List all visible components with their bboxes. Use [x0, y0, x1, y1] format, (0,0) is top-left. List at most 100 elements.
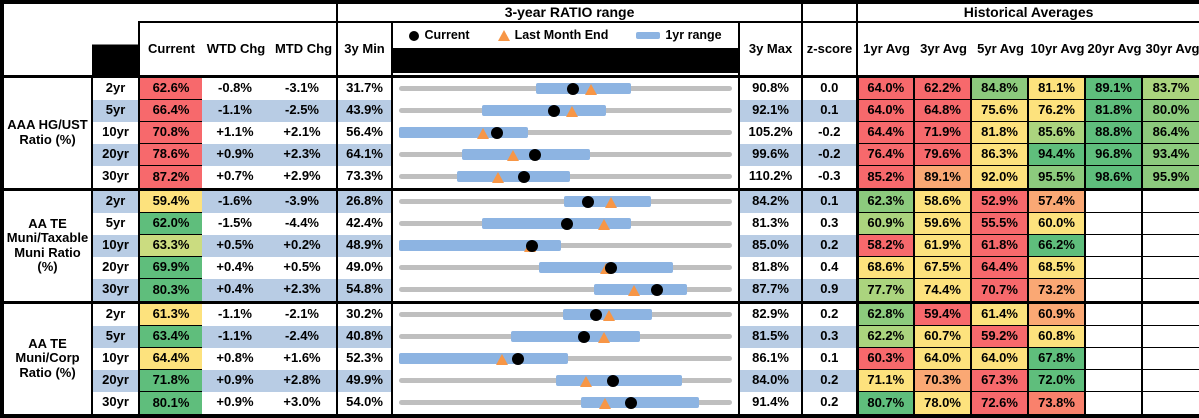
range-bar-icon: [636, 32, 661, 39]
cell-3y-min: 54.0%: [337, 391, 394, 416]
range-chart-cell: [392, 234, 741, 257]
current-dot: [512, 352, 525, 365]
cell-avg-4: [1085, 347, 1144, 370]
cell-avg-1: 64.0%: [914, 347, 973, 370]
cell-z-score: 0.3: [802, 325, 859, 348]
cell-avg-3: 68.5%: [1028, 256, 1087, 279]
range-bar-1yr: [399, 239, 562, 251]
col-header-3y-min: 3y Min: [336, 21, 394, 78]
cell-avg-5: 83.7%: [1142, 75, 1199, 100]
table-row: 20yr 69.9% +0.4% +0.5% 49.0% 81.8% 0.4 68.6% 67.…: [2, 256, 1199, 279]
cell-wtd-chg: -1.1%: [202, 99, 268, 122]
cell-3y-min: 48.9%: [337, 234, 394, 257]
historical-section-title: Historical Averages: [856, 1, 1199, 23]
cell-avg-3: 73.8%: [1028, 391, 1087, 416]
cell-tenor: 5yr: [91, 212, 140, 235]
cell-3y-max: 99.6%: [739, 143, 804, 166]
change-header-block: Current WTD Chg MTD Chg: [137, 21, 339, 78]
cell-mtd-chg: -4.4%: [268, 212, 339, 235]
table-row: 20yr 78.6% +0.9% +2.3% 64.1% 99.6% -0.2 76.4% 79…: [2, 143, 1199, 166]
current-dot: [491, 126, 504, 139]
cell-current: 80.3%: [139, 278, 202, 302]
cell-wtd-chg: -1.1%: [202, 300, 268, 326]
table-row: AA TE Muni/Corp Ratio (%) 2yr 61.3% -1.1% -2…: [2, 300, 1199, 416]
cell-avg-3: 76.2%: [1028, 99, 1087, 122]
range-chart: [399, 326, 733, 348]
cell-avg-5: [1142, 325, 1199, 348]
range-bar-1yr: [461, 148, 591, 160]
cell-current: 64.4%: [139, 347, 202, 370]
cell-mtd-chg: +2.3%: [268, 278, 339, 302]
cell-avg-5: 86.4%: [1142, 121, 1199, 144]
cell-z-score: 0.2: [802, 391, 859, 416]
table-row: 20yr 71.8% +0.9% +2.8% 49.9% 84.0% 0.2 71.1% 70.…: [2, 369, 1199, 392]
current-dot: [525, 239, 538, 252]
cell-mtd-chg: +3.0%: [268, 391, 339, 416]
cell-3y-max: 105.2%: [739, 121, 804, 144]
cell-avg-3: 81.1%: [1028, 75, 1087, 100]
cell-wtd-chg: +0.9%: [202, 369, 268, 392]
table-row: 10yr 64.4% +0.8% +1.6% 52.3% 86.1% 0.1 60.3% 64.…: [2, 347, 1199, 370]
cell-avg-4: [1085, 391, 1144, 416]
last-month-triangle-icon: [497, 30, 510, 41]
cell-tenor: 20yr: [91, 369, 140, 392]
cell-avg-1: 89.1%: [914, 165, 973, 189]
range-chart-cell: [392, 121, 741, 144]
cell-avg-5: [1142, 212, 1199, 235]
cell-avg-2: 81.8%: [971, 121, 1030, 144]
cell-wtd-chg: +0.9%: [216, 394, 254, 410]
cell-3y-max: 84.2%: [739, 187, 804, 213]
range-bar-1yr: [556, 374, 683, 386]
cell-avg-2: 75.6%: [971, 99, 1030, 122]
table-row: AA TE Muni/Taxable Muni Ratio (%) 2yr 59.4…: [2, 187, 1199, 302]
cell-3y-max: 82.9%: [739, 300, 804, 326]
col-header-wtd-chg: WTD Chg: [206, 40, 266, 56]
cell-3y-max: 81.5%: [739, 325, 804, 348]
range-chart: [399, 100, 733, 122]
cell-avg-4: 89.1%: [1085, 75, 1144, 100]
cell-avg-1: 62.2%: [914, 75, 973, 100]
legend-label-current: Current: [424, 27, 470, 42]
cell-avg-1: 59.6%: [914, 212, 973, 235]
cell-mtd-chg: -2.1%: [268, 300, 339, 326]
cell-avg-0: 60.9%: [857, 212, 916, 235]
current-dot: [548, 104, 561, 117]
range-chart: [399, 235, 733, 257]
range-chart-cell: [392, 278, 741, 302]
cell-avg-1: 78.0%: [914, 391, 973, 416]
range-chart: [399, 257, 733, 279]
range-bar-1yr: [511, 330, 641, 342]
cell-avg-3: 95.5%: [1028, 165, 1087, 189]
col-header-z-score: z-score: [801, 21, 859, 78]
cell-wtd-chg: +0.4%: [202, 278, 268, 302]
cell-z-score: 0.1: [802, 347, 859, 370]
range-chart-cell: [392, 369, 741, 392]
cell-avg-5: [1142, 187, 1199, 213]
cell-z-score: 0.1: [802, 187, 859, 213]
cell-avg-5: [1142, 278, 1199, 302]
range-track: [399, 129, 733, 135]
cell-avg-1: 70.3%: [914, 369, 973, 392]
col-header-current: Current: [148, 40, 195, 56]
cell-avg-0: 62.2%: [857, 325, 916, 348]
range-chart: [399, 166, 733, 188]
range-chart: [399, 122, 733, 144]
cell-3y-min: 30.2%: [337, 300, 394, 326]
last-month-triangle: [597, 331, 610, 343]
last-month-triangle: [507, 149, 520, 161]
cell-avg-5: [1142, 234, 1199, 257]
cell-wtd-chg: +0.4%: [216, 259, 254, 275]
zscore-title-spacer: [801, 1, 859, 23]
cell-avg-2: 67.3%: [971, 369, 1030, 392]
cell-avg-5: [1142, 369, 1199, 392]
last-month-triangle: [627, 284, 640, 296]
table-row: 30yr 80.3% +0.4% +2.3% 54.8% 87.7% 0.9 77.7% 74.…: [2, 278, 1199, 302]
cell-current: 71.8%: [139, 369, 202, 392]
cell-wtd-chg: -1.6%: [202, 187, 268, 213]
cell-avg-0: 62.3%: [857, 187, 916, 213]
cell-mtd-chg: -2.4%: [268, 325, 339, 348]
tenor-header-black-cell: [92, 22, 139, 78]
range-chart-header: Current Last Month End 1yr range: [391, 21, 741, 78]
cell-3y-min: 49.9%: [337, 369, 394, 392]
